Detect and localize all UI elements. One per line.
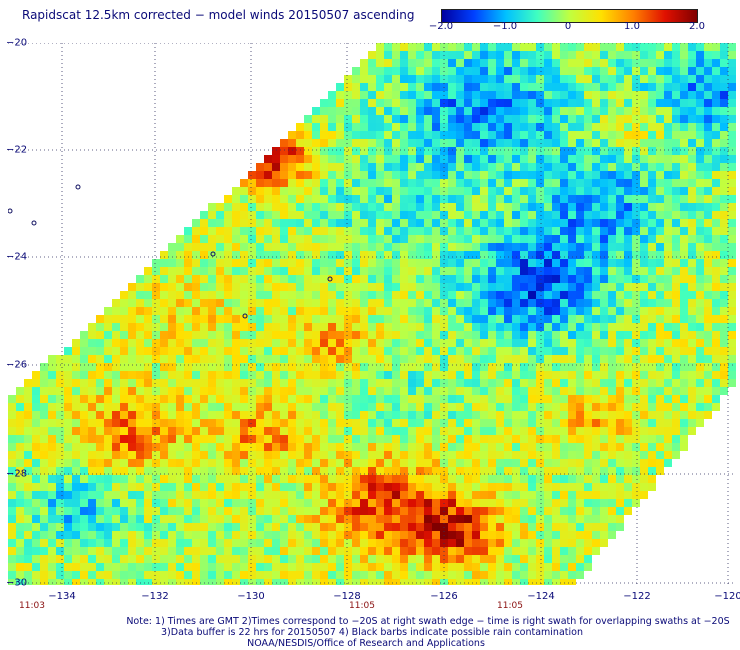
lon-label-120: −120 xyxy=(714,591,740,602)
lon-label-124: −124 xyxy=(527,591,555,602)
island-outline xyxy=(75,184,81,190)
colorbar-tick-max: 2.0 xyxy=(689,21,705,32)
lon-label-128: −128 xyxy=(333,591,361,602)
map-canvas xyxy=(8,43,736,585)
lon-label-130: −130 xyxy=(237,591,265,602)
lat-label-20: −20 xyxy=(6,37,28,49)
colorbar-tick-pos1: 1.0 xyxy=(624,21,640,32)
colorbar xyxy=(441,9,698,23)
time-label-1: 11:03 xyxy=(19,601,45,611)
wind-field-cells xyxy=(8,43,736,585)
lon-label-132: −132 xyxy=(141,591,169,602)
note-line-1: Note: 1) Times are GMT 2)Times correspon… xyxy=(126,616,730,627)
colorbar-tick-zero: 0 xyxy=(564,21,572,32)
lat-label-30: −30 xyxy=(6,577,28,589)
lon-label-134: −134 xyxy=(48,591,76,602)
chart-title: Rapidscat 12.5km corrected − model winds… xyxy=(22,8,415,22)
lat-label-28: −28 xyxy=(6,468,28,480)
island-outline xyxy=(31,220,37,226)
lat-label-24: −24 xyxy=(6,251,28,263)
island-outline xyxy=(210,251,216,257)
island-outline xyxy=(242,313,248,319)
lon-label-122: −122 xyxy=(623,591,651,602)
note-line-3: NOAA/NESDIS/Office of Research and Appli… xyxy=(247,638,485,649)
note-line-2: 3)Data buffer is 22 hrs for 20150507 4) … xyxy=(161,627,583,638)
lat-label-22: −22 xyxy=(6,144,28,156)
colorbar-tick-neg1: −1.0 xyxy=(492,21,518,32)
colorbar-tick-min: −2.0 xyxy=(428,21,454,32)
island-outline xyxy=(8,208,13,214)
wind-difference-map xyxy=(8,43,736,585)
graticule xyxy=(8,43,736,585)
time-label-2: 11:05 xyxy=(349,601,375,611)
lat-label-26: −26 xyxy=(6,359,28,371)
lon-label-126: −126 xyxy=(430,591,458,602)
island-outline xyxy=(327,276,333,282)
time-label-3: 11:05 xyxy=(497,601,523,611)
